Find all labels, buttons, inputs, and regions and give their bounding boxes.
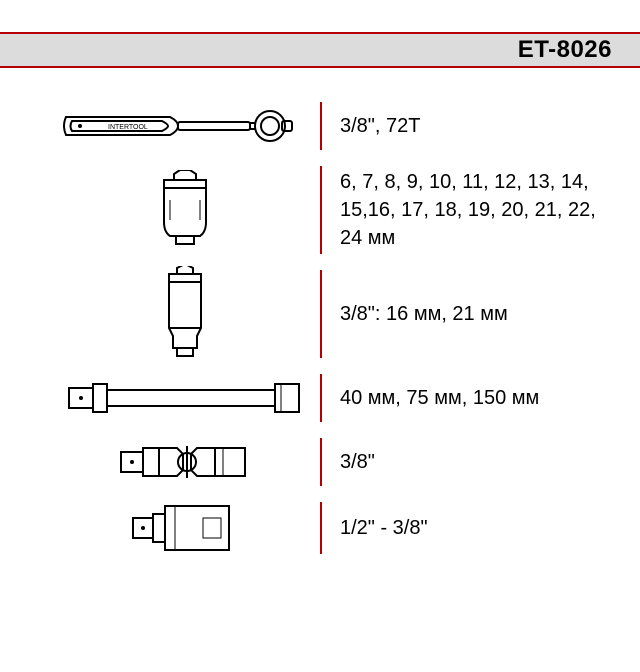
universal-joint-icon [50,434,320,490]
extension-label: 40 мм, 75 мм, 150 мм [340,378,539,418]
spark-socket-icon [50,266,320,362]
model-code: ET-8026 [518,36,612,64]
spec-row-extension: 40 мм, 75 мм, 150 мм [50,370,612,426]
spec-list: INTERTOOL 3/8", 72T [0,68,640,558]
row-divider [320,438,322,486]
spec-row-socket: 6, 7, 8, 9, 10, 11, 12, 13, 14, 15,16, 1… [50,162,612,258]
spec-row-ratchet: INTERTOOL 3/8", 72T [50,98,612,154]
ratchet-icon: INTERTOOL [50,103,320,149]
adapter-icon [50,498,320,558]
row-divider [320,374,322,422]
spec-row-adapter: 1/2" - 3/8" [50,498,612,558]
spark-socket-label: 3/8": 16 мм, 21 мм [340,294,508,334]
row-divider [320,166,322,254]
socket-icon [50,170,320,250]
row-divider [320,270,322,358]
extension-bar-icon [50,374,320,422]
header-band: ET-8026 [0,32,640,68]
row-divider [320,502,322,554]
socket-label: 6, 7, 8, 9, 10, 11, 12, 13, 14, 15,16, 1… [340,162,600,258]
spec-row-spark-socket: 3/8": 16 мм, 21 мм [50,266,612,362]
svg-text:INTERTOOL: INTERTOOL [108,124,148,131]
universal-joint-label: 3/8" [340,442,375,482]
adapter-label: 1/2" - 3/8" [340,508,428,548]
spec-row-universal-joint: 3/8" [50,434,612,490]
ratchet-label: 3/8", 72T [340,106,420,146]
row-divider [320,102,322,150]
